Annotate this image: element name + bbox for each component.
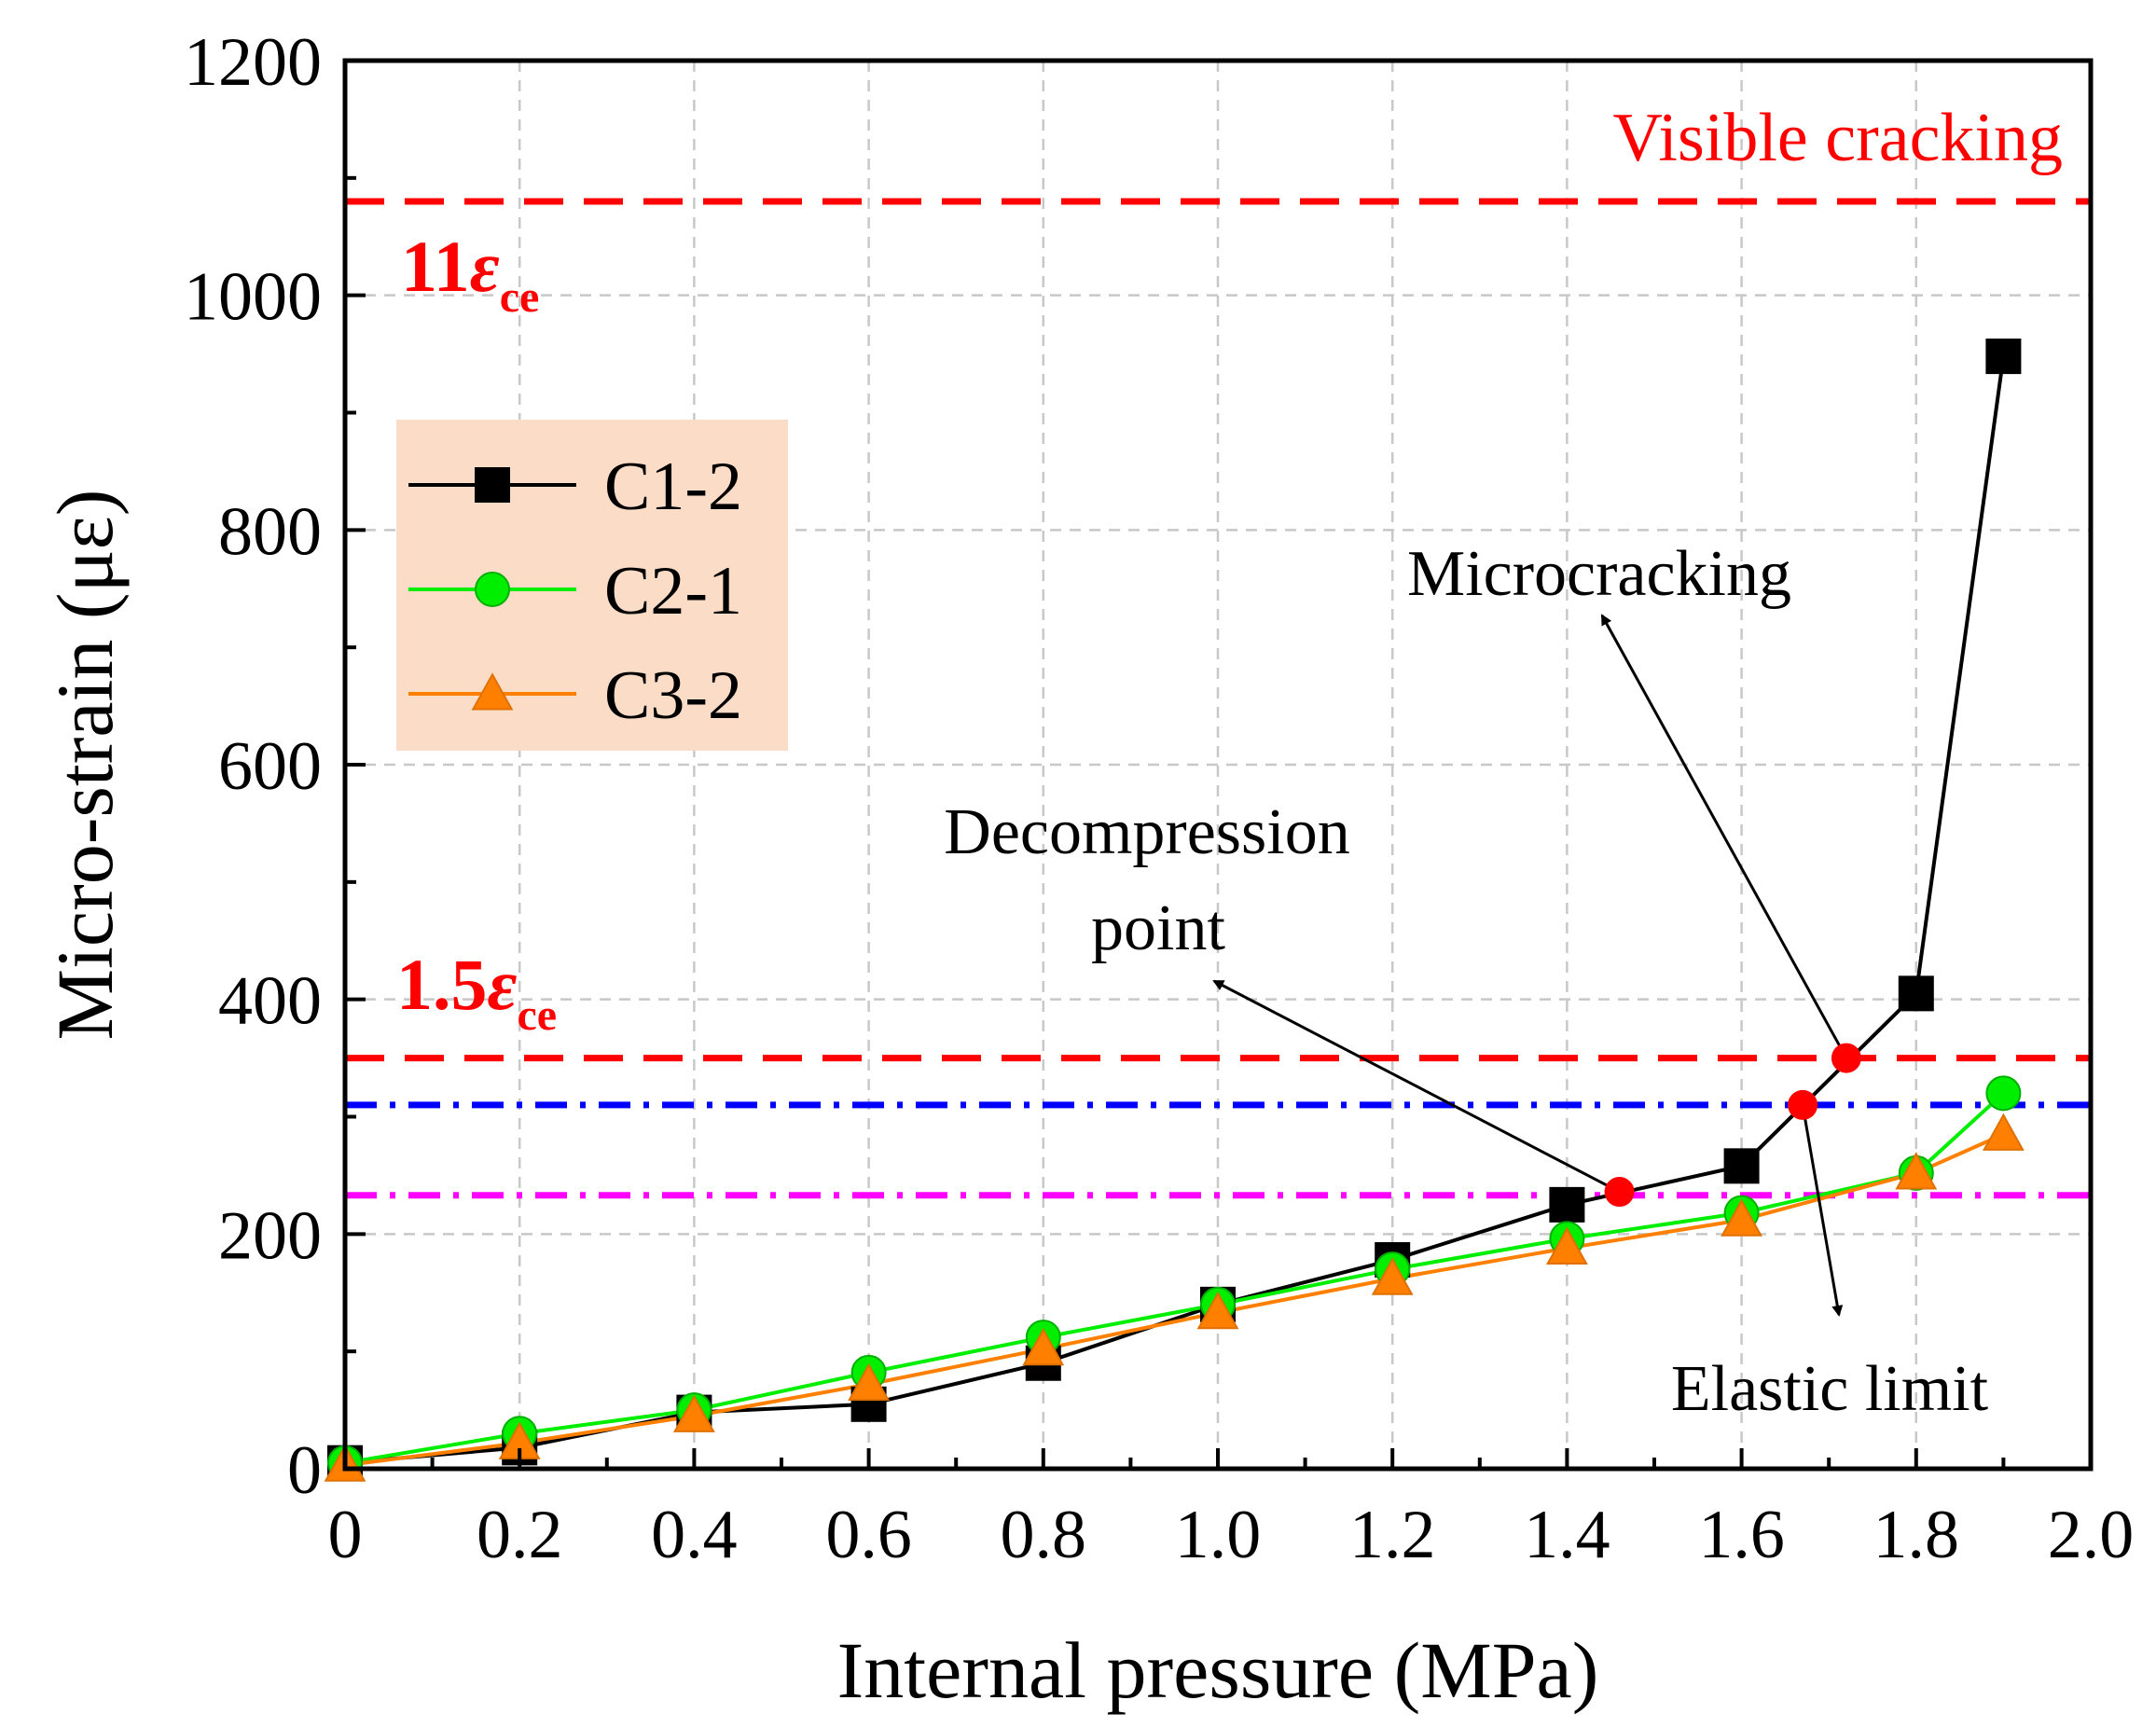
one-five-coef: 1.5 [396,944,488,1025]
legend-label: C1-2 [604,449,742,525]
y-axis-title: Micro-strain (με) [40,490,130,1041]
y-tick-label: 200 [218,1197,322,1274]
data-point-C3-2 [673,1394,715,1432]
x-tick-label: 0.8 [1001,1497,1087,1573]
microcracking-label: Microcracking [1407,538,1791,610]
data-point-C1-2 [1549,1186,1585,1223]
legend-entry-C3-2: C3-2 [408,657,742,734]
x-tick-label: 0.6 [825,1497,912,1573]
y-tick-label: 800 [218,493,322,570]
y-tick-label: 1200 [184,24,322,101]
grid [345,61,2091,1469]
data-point-C3-2 [1371,1257,1414,1295]
x-tick-label: 0.2 [477,1497,563,1573]
microcracking-arrow [1600,614,1848,1059]
data-point-C3-2 [1022,1327,1065,1366]
y-tick-label: 0 [287,1432,322,1509]
key-points [1604,1043,1861,1208]
x-tick-label: 1.0 [1175,1497,1262,1573]
x-tick-label: 1.2 [1349,1497,1436,1573]
data-point-C3-2 [1895,1152,1938,1190]
epsilon-symbol: ε [488,944,518,1025]
ce-subscript: ce [500,272,540,322]
microcracking-point [1831,1043,1861,1073]
decompression-label-line2: point [1091,892,1225,964]
data-point-C1-2 [1898,975,1934,1012]
x-tick-label: 1.8 [1873,1497,1960,1573]
visible-cracking-label: Visible cracking [1612,100,2063,176]
data-point-C1-2 [1985,339,2022,375]
eleven-epsilon-ce-label: 11εce [401,226,539,322]
x-tick-label: 0 [328,1497,363,1573]
data-point-C3-2 [848,1362,890,1401]
legend-marker [475,572,510,607]
y-tick-label: 600 [218,728,322,805]
x-tick-label: 1.4 [1524,1497,1610,1573]
data-point-C1-2 [1723,1148,1760,1184]
ce-subscript: ce [518,990,558,1040]
reference-lines [345,198,2091,1199]
decompression-arrow [1212,979,1621,1194]
eleven-coef: 11 [401,226,470,307]
legend-label: C2-1 [604,553,742,629]
axis-ticks [343,59,2093,1471]
epsilon-symbol: ε [470,226,500,307]
one-five-epsilon-ce-label: 1.5εce [396,944,557,1040]
data-point-C3-2 [1546,1226,1588,1265]
legend-label: C3-2 [604,657,742,734]
tick-labels: 0 0.2 0.4 0.6 0.8 1.0 1.2 1.4 1.6 1.8 2.0 0 200 400 60… [184,24,2134,1573]
annotation-arrows [1212,614,1848,1317]
decompression-point [1604,1177,1635,1208]
series-markers-C3-2 [324,1113,2025,1482]
decompression-label-line1: Decompression [944,796,1349,868]
data-point-C3-2 [1721,1198,1762,1237]
legend-entries: C1-2 C2-1 C3-2 [408,449,742,734]
elastic-limit-label: Elastic limit [1671,1353,1989,1425]
data-point-C2-1 [1985,1075,2022,1112]
y-tick-label: 400 [218,963,322,1040]
y-tick-label: 1000 [184,259,322,336]
legend-entry-C1-2: C1-2 [408,449,742,525]
x-tick-label: 2.0 [2048,1497,2135,1573]
x-tick-label: 1.6 [1698,1497,1785,1573]
legend: C1-2 C2-1 C3-2 [396,420,788,751]
elastic-limit-arrow [1801,1104,1844,1317]
elastic-limit-point [1788,1089,1818,1120]
legend-entry-C2-1: C2-1 [408,553,742,629]
data-point-C3-2 [1983,1113,2025,1151]
legend-marker [471,672,514,711]
legend-marker [475,467,510,503]
x-axis-title: Internal pressure (MPa) [837,1625,1599,1715]
data-point-C3-2 [1196,1291,1239,1330]
x-tick-label: 0.4 [651,1497,738,1573]
